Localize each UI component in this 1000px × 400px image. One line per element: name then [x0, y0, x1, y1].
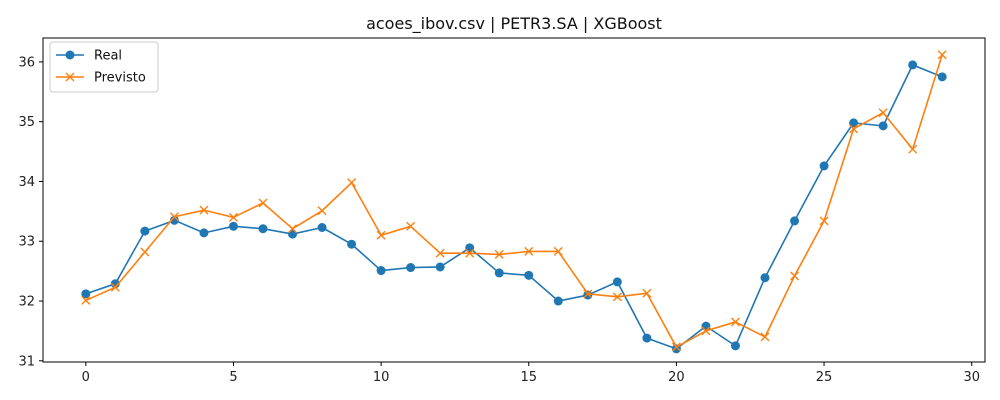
data-point	[553, 296, 563, 306]
data-point	[642, 333, 652, 343]
data-point	[317, 206, 327, 216]
data-point	[199, 205, 209, 215]
data-point	[494, 268, 504, 278]
data-point	[258, 198, 268, 208]
series-layer	[81, 50, 947, 354]
data-point	[524, 246, 534, 256]
legend-label: Real	[94, 49, 122, 64]
data-point	[553, 246, 563, 256]
legend-marker	[65, 50, 75, 60]
data-point	[494, 249, 504, 259]
data-point	[849, 124, 859, 134]
data-point	[878, 121, 888, 131]
data-point	[406, 263, 416, 273]
data-point	[376, 230, 386, 240]
data-point	[347, 239, 357, 249]
data-point	[790, 216, 800, 226]
data-point	[435, 262, 445, 272]
series-previsto	[81, 50, 947, 352]
x-tick-label: 0	[82, 370, 90, 385]
axes: 0 5 10 15 20 25 30 31 32 33 34 35 36	[18, 55, 980, 385]
data-point	[583, 289, 593, 299]
data-point	[642, 288, 652, 298]
legend-marker	[65, 72, 75, 82]
x-tick-label: 25	[816, 370, 833, 385]
chart-title: acoes_ibov.csv | PETR3.SA | XGBoost	[366, 14, 662, 34]
data-point	[760, 273, 770, 283]
plot-area	[42, 37, 986, 363]
data-point	[937, 50, 947, 60]
x-tick-label: 15	[520, 370, 537, 385]
data-point	[730, 341, 740, 351]
data-point	[760, 332, 770, 342]
x-tick-label: 20	[668, 370, 685, 385]
data-point	[110, 282, 120, 292]
x-tick-label: 5	[229, 370, 237, 385]
data-point	[671, 342, 681, 352]
legend: Real Previsto	[49, 41, 159, 93]
data-point	[81, 289, 91, 299]
data-point	[583, 290, 593, 300]
data-point	[406, 221, 416, 231]
legend-label: Previsto	[94, 71, 146, 86]
y-tick-label: 36	[18, 55, 35, 70]
data-point	[819, 161, 829, 171]
data-point	[701, 326, 711, 336]
data-point	[199, 228, 209, 238]
x-tick-label: 10	[373, 370, 390, 385]
data-point	[612, 277, 622, 287]
data-point	[81, 295, 91, 305]
data-point	[140, 226, 150, 236]
data-point	[612, 292, 622, 302]
data-point	[937, 72, 947, 82]
series-line	[85, 64, 943, 350]
data-point	[347, 178, 357, 188]
y-tick-label: 32	[18, 295, 35, 310]
data-point	[258, 224, 268, 234]
x-tick-label: 30	[963, 370, 980, 385]
data-point	[849, 118, 859, 128]
y-tick-label: 33	[18, 235, 35, 250]
data-point	[169, 212, 179, 222]
data-point	[435, 248, 445, 258]
legend-entry: Previsto	[56, 71, 146, 86]
data-point	[819, 216, 829, 226]
data-point	[524, 270, 534, 280]
data-point	[228, 221, 238, 231]
y-tick-label: 34	[18, 175, 35, 190]
data-point	[878, 108, 888, 118]
data-point	[228, 212, 238, 222]
legend-entry: Real	[56, 49, 122, 64]
y-tick-label: 35	[18, 115, 35, 130]
data-point	[317, 222, 327, 232]
data-point	[908, 144, 918, 154]
data-point	[730, 317, 740, 327]
data-point	[376, 266, 386, 276]
data-point	[790, 271, 800, 281]
data-point	[288, 224, 298, 234]
data-point	[908, 60, 918, 70]
series-line	[85, 54, 943, 348]
y-tick-label: 31	[18, 354, 35, 369]
data-point	[465, 248, 475, 258]
data-point	[140, 247, 150, 257]
